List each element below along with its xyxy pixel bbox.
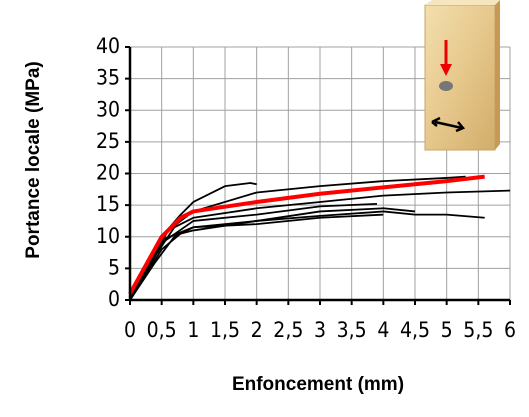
chart: 0 0,5 1 1,5 2 2,5 3 3,5 4 4,5 5 5,5 6 0 5 10 15 20 25 30 35 4…: [0, 0, 529, 417]
wood-side: [495, 0, 500, 150]
test-curve: [130, 204, 377, 300]
x-tick-label: 2: [251, 318, 263, 342]
x-tick-label: 5: [441, 318, 453, 342]
x-tick-label: 6: [504, 318, 516, 342]
bolt: [439, 81, 453, 91]
x-tick-label: 4: [377, 318, 389, 342]
y-tick-label: 10: [96, 224, 120, 248]
y-tick-label: 35: [96, 66, 120, 90]
y-axis-title: Portance locale (MPa): [23, 61, 44, 258]
x-tick-label: 3: [314, 318, 326, 342]
x-tick-label: 5,5: [463, 318, 493, 342]
fit-curve: [130, 177, 485, 294]
wood-top: [425, 0, 500, 5]
y-tick-label: 0: [108, 287, 120, 311]
y-tick-label: 20: [96, 161, 120, 185]
y-tick-label: 15: [96, 192, 120, 216]
specimen-image: [425, 0, 500, 150]
x-tick-label: 1: [187, 318, 199, 342]
y-tick-label: 5: [108, 255, 120, 279]
test-curve: [130, 211, 485, 300]
x-tick-label: 4,5: [400, 318, 430, 342]
y-tick-label: 25: [96, 129, 120, 153]
x-tick-label: 1,5: [210, 318, 240, 342]
y-tick-label: 30: [96, 97, 120, 121]
y-tick-label: 40: [96, 34, 120, 58]
x-tick-label: 2,5: [273, 318, 303, 342]
x-axis-title: Enfoncement (mm): [232, 374, 404, 395]
x-tick-label: 0,5: [147, 318, 177, 342]
x-tick-label: 0: [124, 318, 136, 342]
x-tick-label: 3,5: [337, 318, 367, 342]
